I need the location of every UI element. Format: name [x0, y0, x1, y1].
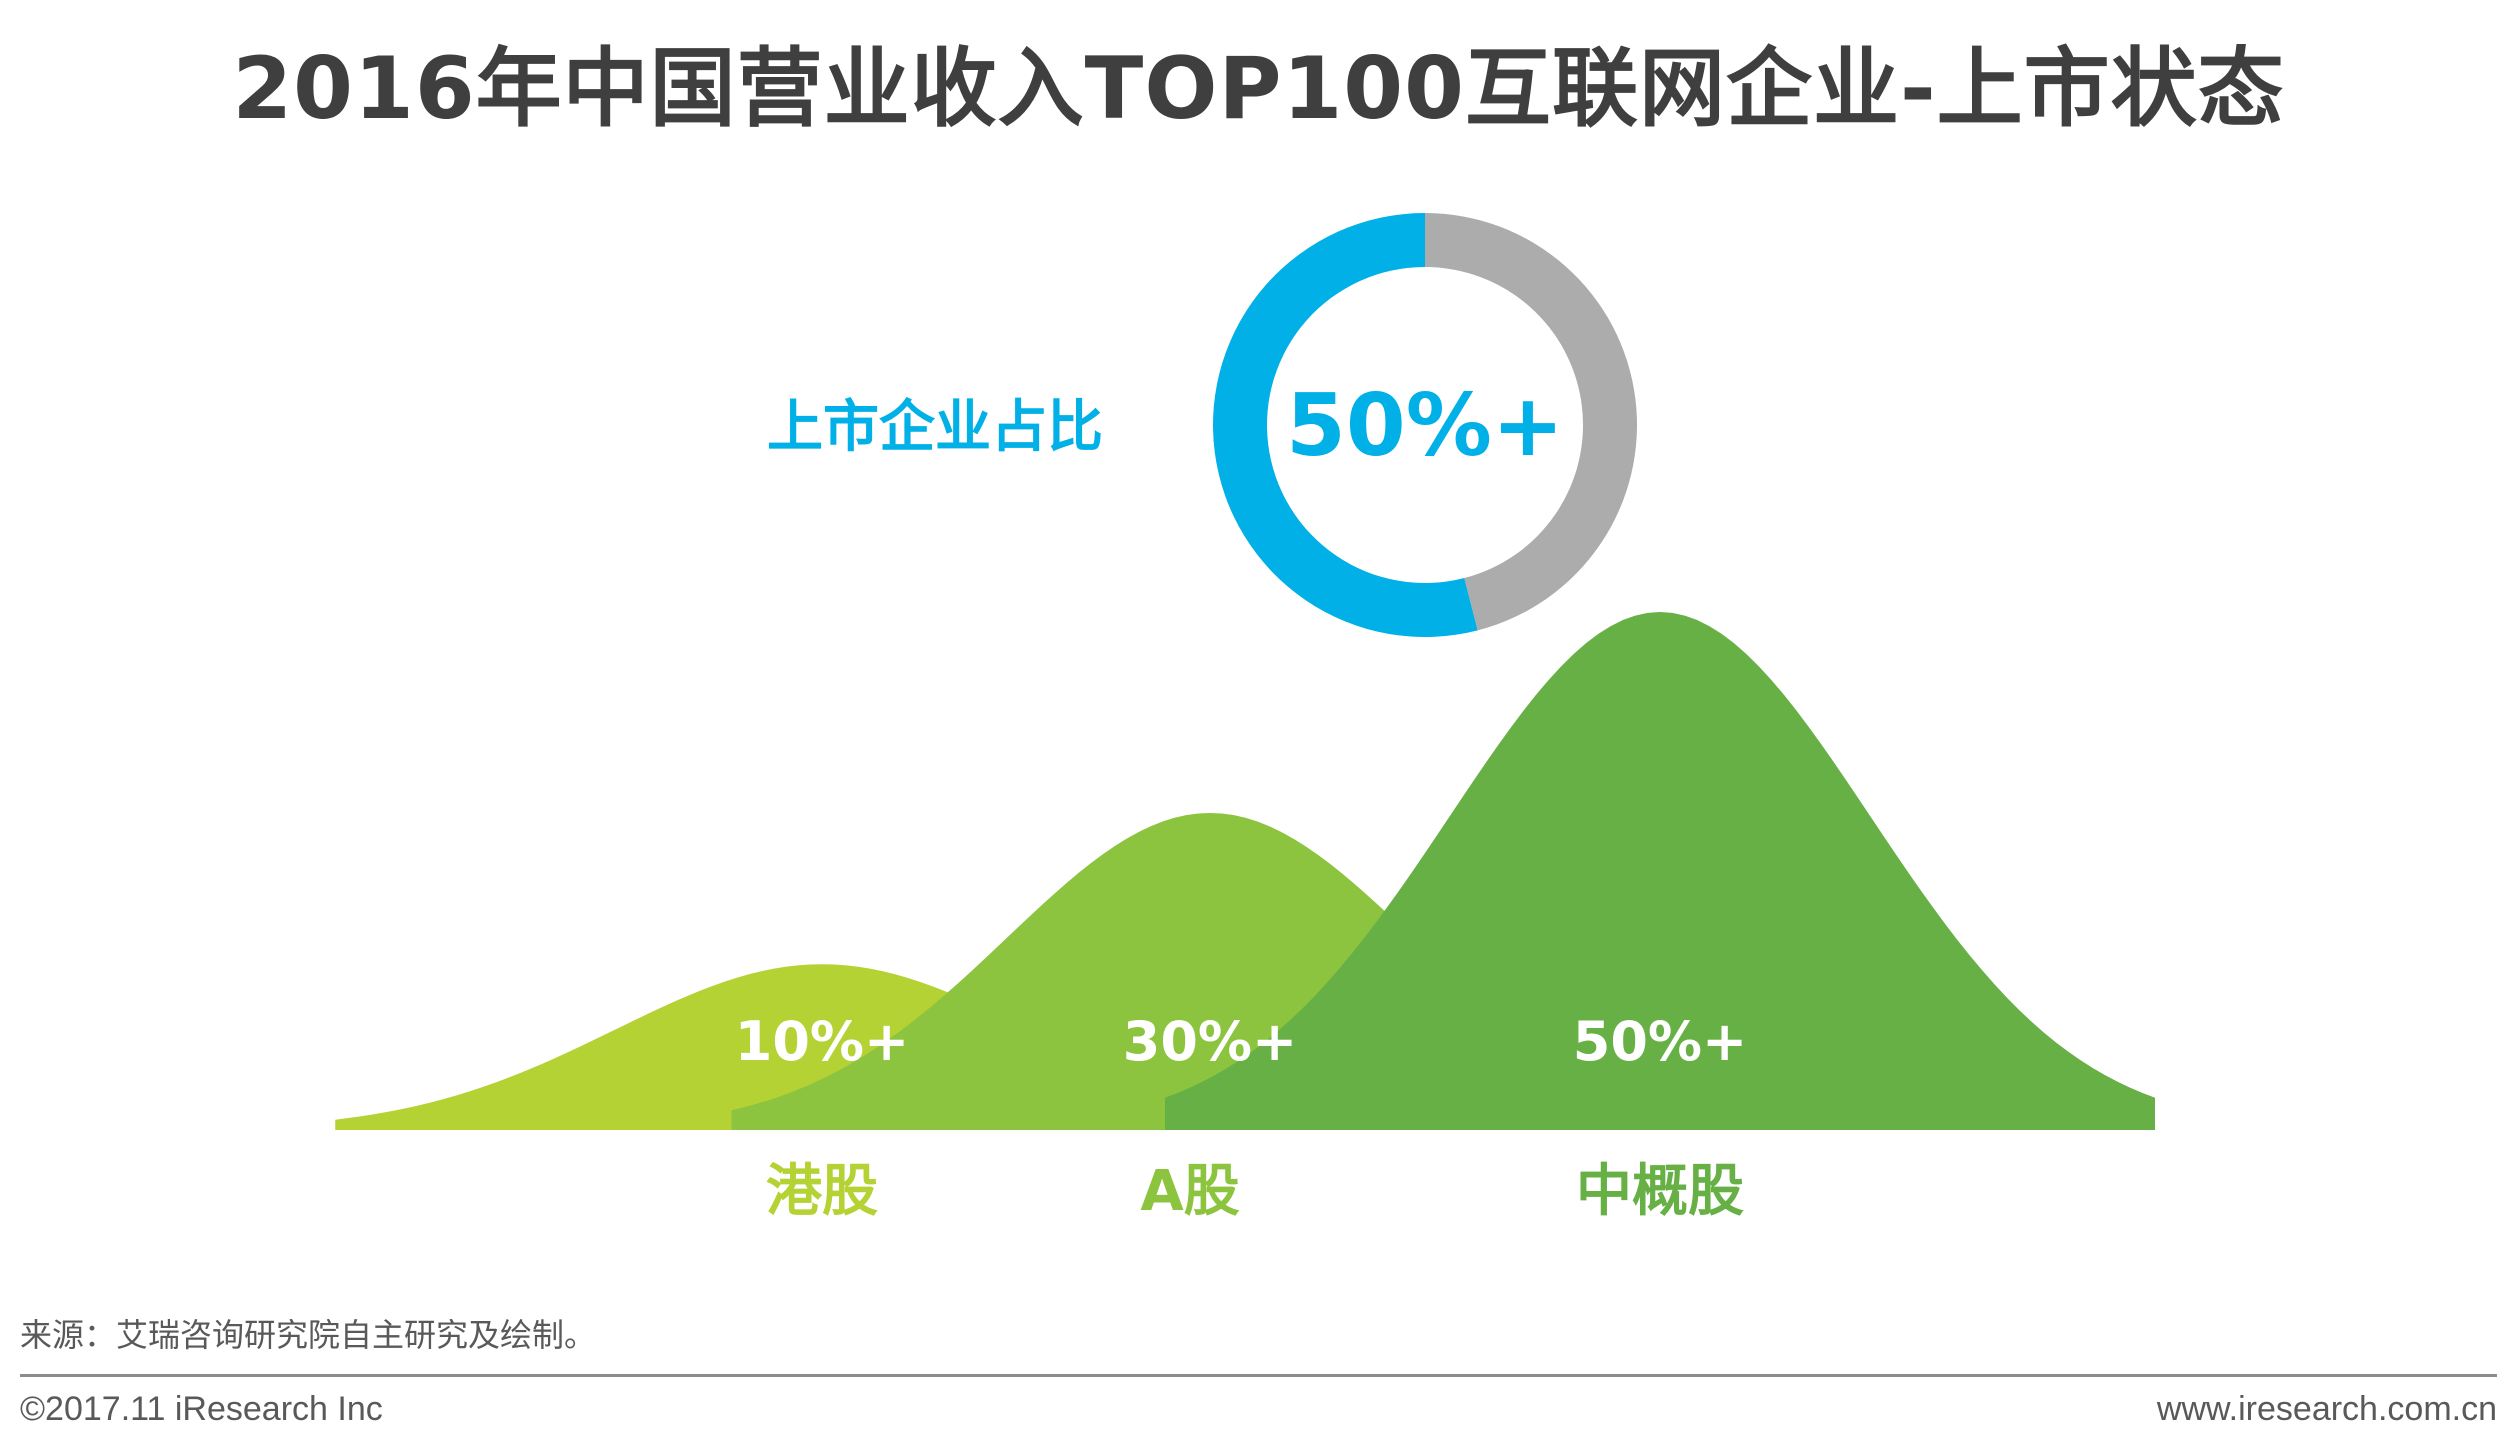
bell-value-label-2: 30%+ — [1123, 1010, 1298, 1073]
donut-label: 上市企业占比 — [767, 395, 1103, 460]
bell-curve-3 — [1165, 612, 2155, 1130]
bell-curves-chart: 10%+ 30%+ 50%+ 港股 A股 中概股 — [335, 612, 2155, 1224]
bell-category-label-1: 港股 — [766, 1159, 878, 1224]
donut-slice-remainder — [1425, 213, 1637, 631]
bell-value-label-3: 50%+ — [1573, 1010, 1748, 1073]
website-text: www.iresearch.com.cn — [2156, 1390, 2497, 1428]
bell-value-label-1: 10%+ — [735, 1010, 910, 1073]
footer-divider — [20, 1374, 2497, 1377]
donut-slice-listed — [1213, 213, 1478, 637]
bell-category-label-2: A股 — [1140, 1159, 1239, 1224]
copyright-text: ©2017.11 iResearch Inc — [20, 1390, 383, 1428]
bell-category-label-3: 中概股 — [1576, 1159, 1744, 1224]
chart-title: 2016年中国营业收入TOP100互联网企业-上市状态 — [232, 39, 2285, 139]
donut-center-label: 50%+ — [1286, 376, 1564, 476]
donut-chart: 50%+ 上市企业占比 — [767, 213, 1637, 637]
source-note: 来源：艾瑞咨询研究院自主研究及绘制。 — [20, 1316, 597, 1354]
